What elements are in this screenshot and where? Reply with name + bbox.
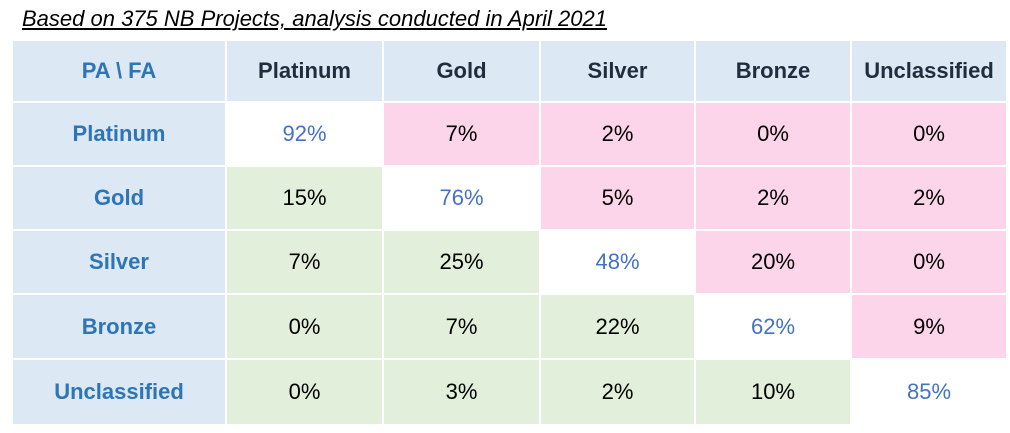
- table-cell-diagonal: 76%: [384, 167, 539, 229]
- table-cell: 0%: [852, 103, 1006, 165]
- table-cell: 0%: [696, 103, 850, 165]
- table-cell: 7%: [384, 103, 539, 165]
- corner-header: PA \ FA: [13, 41, 225, 101]
- table-cell-diagonal: 92%: [227, 103, 382, 165]
- row-header: Platinum: [13, 103, 225, 165]
- table-cell: 10%: [696, 360, 850, 424]
- column-header: Silver: [541, 41, 694, 101]
- table-cell: 22%: [541, 295, 694, 358]
- table-caption: Based on 375 NB Projects, analysis condu…: [22, 6, 607, 31]
- table-cell: 2%: [541, 360, 694, 424]
- table-cell: 3%: [384, 360, 539, 424]
- table-cell: 0%: [227, 295, 382, 358]
- table-cell: 20%: [696, 231, 850, 293]
- table-cell: 0%: [227, 360, 382, 424]
- table-cell: 7%: [384, 295, 539, 358]
- table-cell: 7%: [227, 231, 382, 293]
- table-cell-diagonal: 85%: [852, 360, 1006, 424]
- table-cell: 0%: [852, 231, 1006, 293]
- column-header: Gold: [384, 41, 539, 101]
- table-cell: 5%: [541, 167, 694, 229]
- table-cell: 2%: [541, 103, 694, 165]
- table-cell: 9%: [852, 295, 1006, 358]
- table-cell: 2%: [852, 167, 1006, 229]
- row-header: Bronze: [13, 295, 225, 358]
- confusion-table: PA \ FA Platinum Gold Silver Bronze Uncl…: [13, 41, 1006, 424]
- column-header: Unclassified: [852, 41, 1006, 101]
- row-header: Gold: [13, 167, 225, 229]
- row-header: Silver: [13, 231, 225, 293]
- table-cell-diagonal: 62%: [696, 295, 850, 358]
- table-cell: 15%: [227, 167, 382, 229]
- row-header: Unclassified: [13, 360, 225, 424]
- table-cell-diagonal: 48%: [541, 231, 694, 293]
- column-header: Platinum: [227, 41, 382, 101]
- column-header: Bronze: [696, 41, 850, 101]
- table-cell: 2%: [696, 167, 850, 229]
- table-cell: 25%: [384, 231, 539, 293]
